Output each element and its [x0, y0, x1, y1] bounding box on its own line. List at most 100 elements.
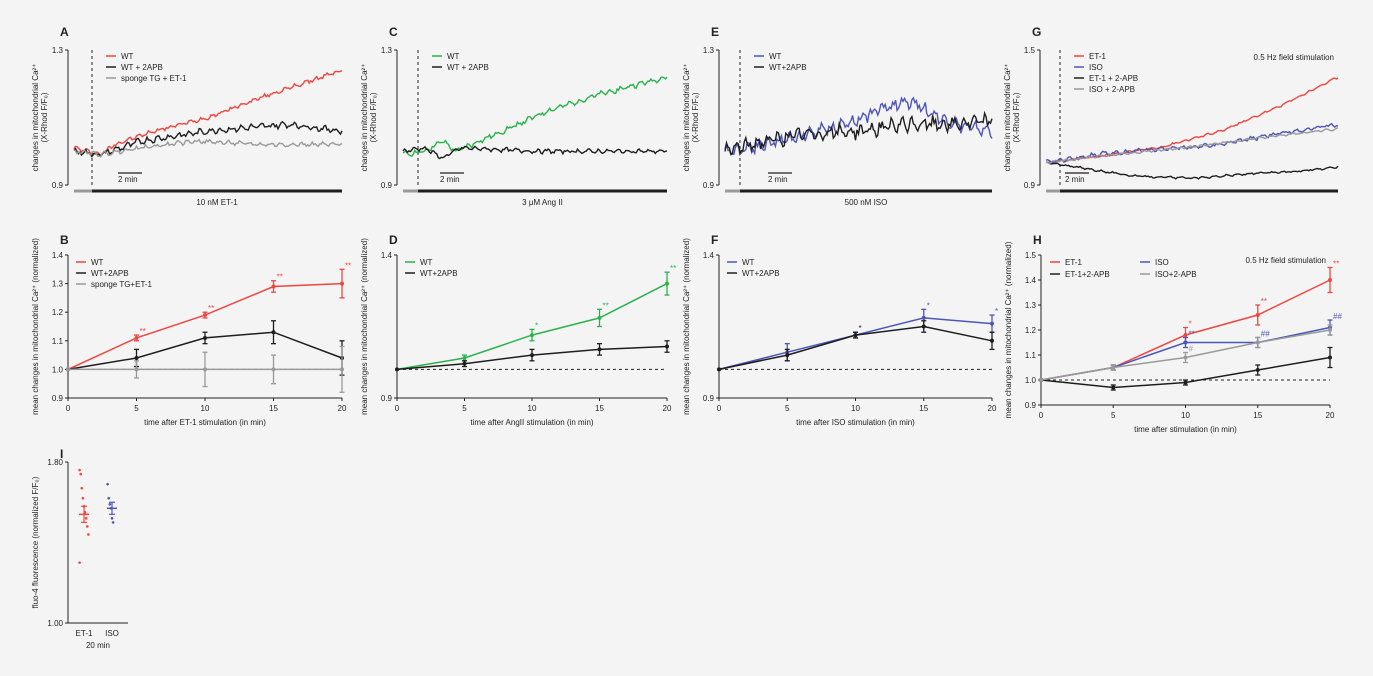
y-tick-label: 1.00: [47, 619, 63, 628]
x-tick-label: 15: [1253, 411, 1262, 420]
legend-label: ET-1: [1089, 52, 1106, 61]
trace-line-red: [73, 69, 343, 158]
line-panel-b: B 1.4 1.3 1.2 1.1 1.0 0.90 5 10 15 20 time after ET…: [31, 233, 351, 427]
legend-label: WT: [420, 258, 433, 267]
y-tick-label: 0.9: [703, 394, 715, 403]
y-axis-label: changes in mitochondrial Ca²⁺: [682, 64, 691, 172]
y-tick-label: 0.9: [381, 181, 393, 190]
significance-mark: **: [208, 304, 214, 313]
data-point: [921, 324, 926, 329]
y-tick-label: 1.5: [1024, 46, 1036, 55]
y-tick-label: 0.9: [52, 394, 64, 403]
data-point: [1328, 355, 1332, 360]
trace-line-black: [402, 145, 668, 160]
y-axis-label: mean changes in mitochondrial Ca²⁺ (norm…: [360, 238, 369, 415]
y-axis-label: fluo-4 fluorescence (normalized F/F₀): [31, 476, 40, 608]
scatter-panel-i: I1.80 1.00 fluo-4 fluorescence (normalized…: [31, 447, 128, 650]
trace-line-red: [1045, 77, 1339, 164]
x-tick-label: 5: [134, 404, 139, 413]
significance-mark: **: [603, 301, 609, 310]
significance-mark: *: [1189, 320, 1192, 329]
y-axis-label: changes in mitochondrial Ca²⁺: [1003, 64, 1012, 172]
trace-line-gray: [73, 138, 343, 158]
data-point: [990, 338, 994, 343]
x-axis-label: time after ET-1 stimulation (in min): [144, 418, 266, 427]
data-point: [1255, 368, 1260, 372]
series-line: [718, 317, 993, 371]
line-panel-f: F 1.4 0.90 5 10 15 20 time after ISO stimulatio…: [682, 233, 998, 427]
data-point: [81, 496, 85, 500]
y-tick-label: 1.1: [1025, 351, 1037, 360]
y-tick-label: 1.3: [52, 280, 64, 289]
x-tick-label: 5: [785, 404, 790, 413]
data-point: [990, 321, 994, 326]
trace-line-green: [402, 76, 668, 158]
y-tick-label: 0.9: [703, 181, 715, 190]
significance-mark: **: [140, 327, 146, 336]
y-tick-label: 1.0: [1025, 376, 1037, 385]
legend-label: WT: [91, 258, 104, 267]
x-axis-label: time after stimulation (in min): [1134, 425, 1237, 434]
data-point: [1039, 378, 1043, 382]
panel-letter: A: [60, 25, 69, 39]
y-axis-label: mean changes in mitochondrial Ca²⁺ (norm…: [1004, 241, 1013, 418]
data-point: [203, 367, 207, 372]
x-axis-label: time after AngII stimulation (in min): [470, 418, 593, 427]
data-point: [395, 367, 399, 372]
y-tick-label: 1.3: [1025, 301, 1037, 310]
x-tick-label: 0: [717, 404, 722, 413]
data-point: [597, 347, 602, 352]
legend-label: WT: [742, 258, 755, 267]
y-tick-label: 1.4: [703, 251, 715, 260]
data-point: [530, 353, 534, 358]
x-tick-label: 5: [462, 404, 467, 413]
legend-label: WT + 2APB: [447, 63, 489, 72]
data-point: [462, 361, 467, 366]
x-tick-label: 0: [66, 404, 71, 413]
panel-letter: I: [60, 447, 63, 461]
data-point: [1255, 313, 1260, 317]
legend-label: WT+2APB: [742, 269, 780, 278]
y-tick-label: 1.3: [52, 46, 64, 55]
data-point: [1328, 328, 1332, 332]
data-point: [1328, 278, 1332, 282]
x-tick-label: 10: [851, 404, 860, 413]
data-point: [271, 367, 276, 372]
data-point: [853, 333, 858, 338]
y-axis-label: (X-Rhod F/F₀): [369, 92, 378, 142]
trace-line-black: [1045, 161, 1339, 180]
data-point: [107, 496, 110, 500]
x-axis-label: time after ISO stimulation (in min): [796, 418, 915, 427]
significance-mark: **: [277, 273, 283, 282]
panel-letter: E: [711, 25, 719, 39]
line-panel-h: H 1.5 1.4 1.3 1.2 1.1 1.0 0.90 5 10 15 20 time after…: [1004, 233, 1342, 434]
legend-label: ET-1: [1065, 258, 1082, 267]
data-point: [134, 335, 139, 340]
data-point: [665, 281, 669, 286]
data-point: [1183, 380, 1188, 385]
panel-letter: D: [389, 233, 398, 247]
significance-mark: ##: [1333, 312, 1342, 321]
x-axis-sublabel: 20 min: [86, 641, 110, 650]
y-tick-label: 1.1: [52, 337, 64, 346]
x-tick-label: 0: [1039, 411, 1044, 420]
x-tick-label: ET-1: [76, 629, 93, 638]
time-scale-label: 2 min: [118, 175, 138, 184]
y-tick-label: 1.80: [47, 458, 63, 467]
trace-line-blue: [1045, 122, 1339, 165]
data-point: [271, 330, 276, 335]
legend-label: sponge TG+ET-1: [91, 280, 153, 289]
legend-label: WT+2APB: [769, 63, 807, 72]
protocol-note: 0.5 Hz field stimulation: [1246, 256, 1326, 265]
data-point: [665, 344, 669, 349]
data-point: [134, 355, 139, 360]
legend-label: WT: [447, 52, 460, 61]
x-tick-label: 20: [1326, 411, 1335, 420]
legend-label: ISO + 2-APB: [1089, 85, 1135, 94]
data-point: [106, 482, 109, 486]
trace-line-black: [724, 110, 993, 157]
panel-letter: G: [1032, 25, 1041, 39]
data-point: [1111, 365, 1116, 370]
significance-mark: **: [1189, 330, 1195, 339]
x-tick-label: 20: [663, 404, 672, 413]
